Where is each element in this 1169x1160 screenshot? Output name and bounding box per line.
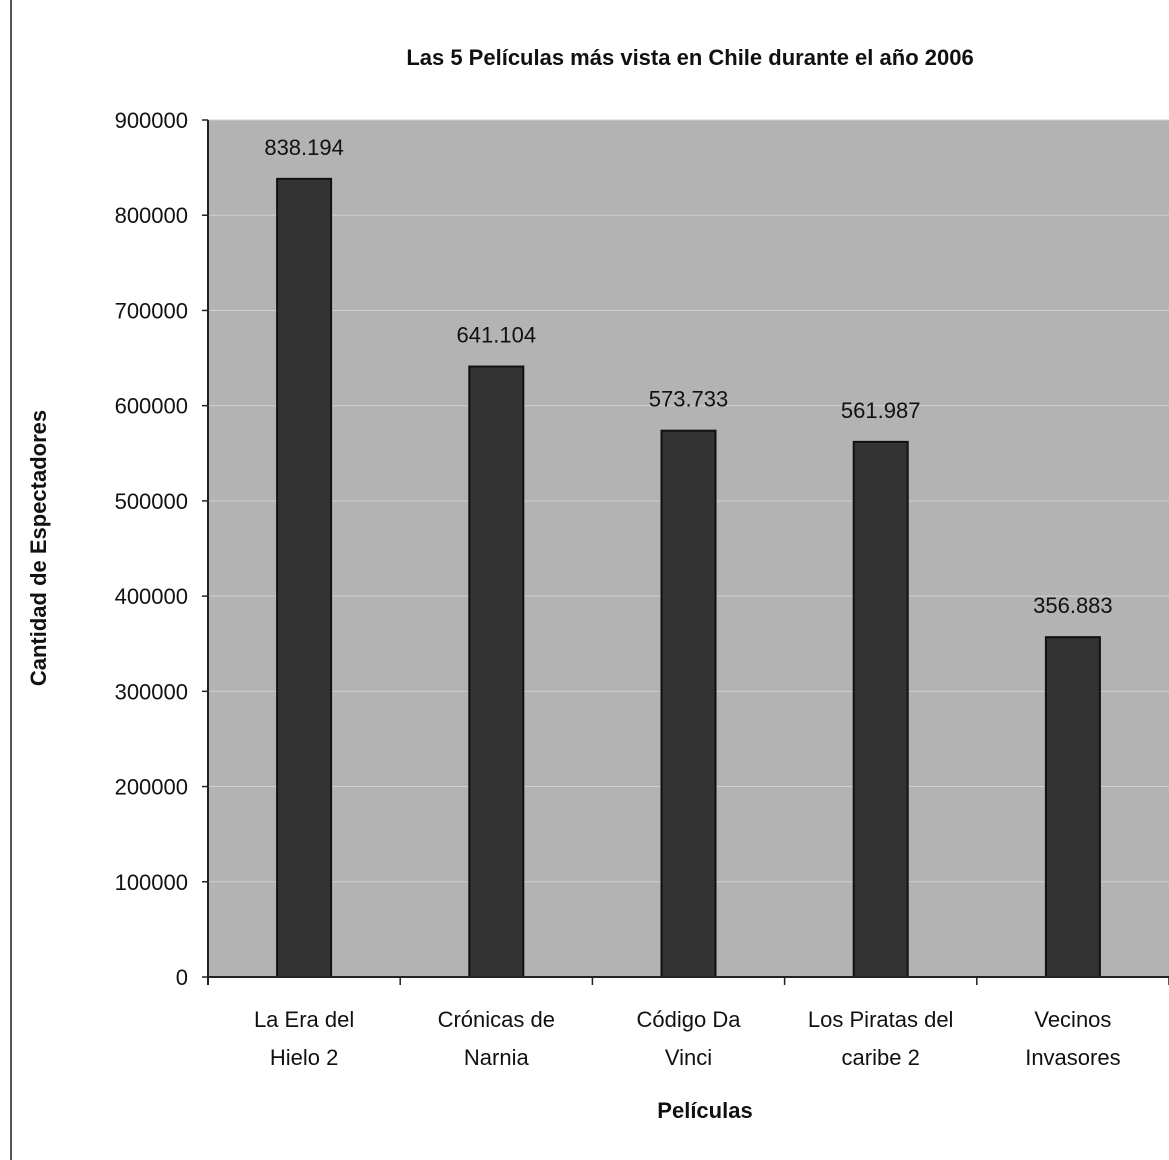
x-axis-label: Películas — [657, 1098, 752, 1123]
y-tick-label: 700000 — [115, 298, 188, 323]
plot-area: 0 100000 200000 300000 400000 500000 600000 700… — [115, 108, 1169, 1070]
bar-data-label: 561.987 — [841, 398, 921, 423]
y-axis-label: Cantidad de Espectadores — [26, 410, 51, 686]
y-tick-label: 100000 — [115, 870, 188, 895]
x-tick-label-line: Hielo 2 — [270, 1045, 338, 1070]
x-tick-label-line: caribe 2 — [842, 1045, 920, 1070]
y-tick-label: 900000 — [115, 108, 188, 133]
x-tick-label: Vecinos Invasores — [1025, 1007, 1120, 1070]
bar-data-label: 641.104 — [457, 323, 537, 348]
y-tick-label: 600000 — [115, 394, 188, 419]
x-tick-label-line: Invasores — [1025, 1045, 1120, 1070]
x-tick-label-line: Crónicas de — [438, 1007, 555, 1032]
chart-title: Las 5 Películas más vista en Chile duran… — [406, 45, 973, 70]
y-tick-label: 500000 — [115, 489, 188, 514]
x-tick-label: Código Da Vinci — [637, 1007, 742, 1070]
bar-data-label: 356.883 — [1033, 593, 1113, 618]
x-tick-label: La Era del Hielo 2 — [254, 1007, 354, 1070]
bar — [1044, 636, 1101, 978]
x-tick-label-line: La Era del — [254, 1007, 354, 1032]
bar-data-label: 838.194 — [264, 135, 344, 160]
x-tick-label: Los Piratas del caribe 2 — [808, 1007, 954, 1070]
y-tick-label: 400000 — [115, 584, 188, 609]
y-tick-label: 800000 — [115, 203, 188, 228]
bar-data-label: 573.733 — [649, 387, 729, 412]
y-tick-label: 300000 — [115, 679, 188, 704]
bar — [660, 429, 717, 978]
x-tick-label-line: Vecinos — [1034, 1007, 1111, 1032]
y-tick-label: 0 — [176, 965, 188, 990]
bar — [852, 440, 909, 979]
bar — [468, 365, 525, 978]
x-tick-label-line: Código Da — [637, 1007, 742, 1032]
x-tick-label-line: Vinci — [665, 1045, 712, 1070]
x-tick-label-line: Los Piratas del — [808, 1007, 954, 1032]
x-tick-label-line: Narnia — [464, 1045, 530, 1070]
bar — [276, 177, 333, 979]
y-tick-label: 200000 — [115, 775, 188, 800]
x-tick-label: Crónicas de Narnia — [438, 1007, 555, 1070]
